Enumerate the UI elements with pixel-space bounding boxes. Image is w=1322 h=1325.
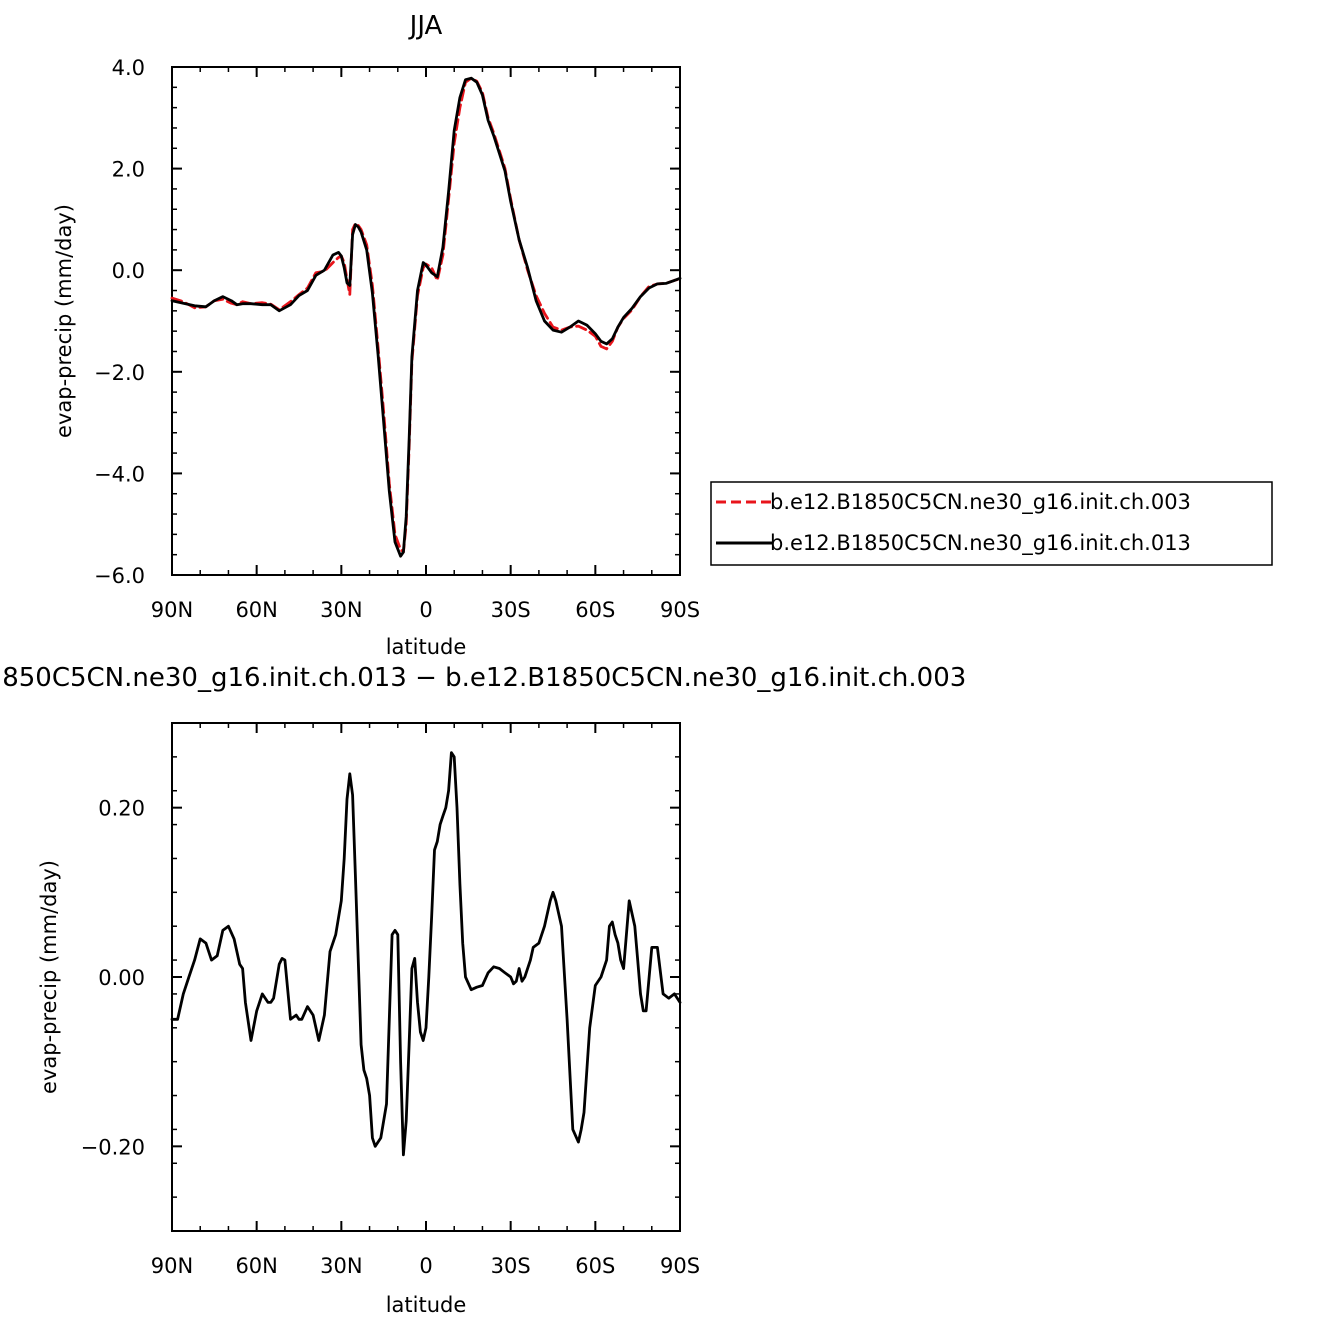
top-x-axis-label: latitude xyxy=(386,635,467,659)
top-x-tick-label: 0 xyxy=(419,598,432,622)
top-y-tick-label: −6.0 xyxy=(94,564,145,588)
top-y-tick-label: 2.0 xyxy=(112,158,145,182)
bottom-plot-frame xyxy=(171,722,681,1232)
top-series-lines xyxy=(170,76,682,558)
bottom-x-tick-label: 90N xyxy=(151,1254,193,1278)
top-y-tick-label: 0.0 xyxy=(112,259,145,283)
top-y-axis-label: evap-precip (mm/day) xyxy=(52,204,76,438)
legend-label-003: b.e12.B1850C5CN.ne30_g16.init.ch.003 xyxy=(770,490,1191,515)
bottom-y-tick-label: 0.20 xyxy=(98,797,145,821)
bottom-y-tick-label: 0.00 xyxy=(98,966,145,990)
bottom-x-tick-label: 0 xyxy=(419,1254,432,1278)
bottom-x-tick-label: 30S xyxy=(491,1254,531,1278)
top-x-tick-label: 60N xyxy=(235,598,277,622)
top-panel: JJA 4.0 2.0 0.0 −2.0 −4.0 −6.0 90N 60N 30N 0 30S 6… xyxy=(52,11,700,659)
top-panel-title: JJA xyxy=(408,11,443,41)
bottom-series-lines xyxy=(170,751,682,1157)
bottom-x-tick-label: 60S xyxy=(575,1254,615,1278)
top-plot-frame xyxy=(171,66,681,576)
bottom-x-axis-label: latitude xyxy=(386,1293,467,1317)
top-x-ticks: 90N 60N 30N 0 30S 60S 90S xyxy=(151,67,700,622)
top-series-line-1 xyxy=(170,76,682,558)
top-y-tick-label: 4.0 xyxy=(112,56,145,80)
bottom-x-ticks: 90N 60N 30N 0 30S 60S 90S xyxy=(151,723,700,1278)
top-x-tick-label: 30N xyxy=(320,598,362,622)
top-x-tick-label: 30S xyxy=(491,598,531,622)
bottom-series-line-0 xyxy=(170,751,682,1157)
top-x-tick-label: 90N xyxy=(151,598,193,622)
top-y-tick-label: −4.0 xyxy=(94,462,145,486)
legend-label-013: b.e12.B1850C5CN.ne30_g16.init.ch.013 xyxy=(770,531,1191,556)
bottom-panel-title: b.e12.B1850C5CN.ne30_g16.init.ch.013 − b… xyxy=(0,663,966,693)
bottom-panel: b.e12.B1850C5CN.ne30_g16.init.ch.013 − b… xyxy=(0,663,966,1317)
top-x-tick-label: 60S xyxy=(575,598,615,622)
legend-box xyxy=(710,481,1273,566)
bottom-y-ticks: 0.20 0.00 −0.20 xyxy=(81,722,680,1232)
bottom-x-tick-label: 90S xyxy=(660,1254,700,1278)
legend: b.e12.B1850C5CN.ne30_g16.init.ch.003 b.e… xyxy=(710,481,1273,566)
bottom-y-tick-label: −0.20 xyxy=(81,1135,145,1159)
bottom-x-tick-label: 30N xyxy=(320,1254,362,1278)
top-y-tick-label: −2.0 xyxy=(94,361,145,385)
bottom-x-tick-label: 60N xyxy=(235,1254,277,1278)
top-series-line-0 xyxy=(170,76,682,554)
top-y-ticks: 4.0 2.0 0.0 −2.0 −4.0 −6.0 xyxy=(94,56,680,588)
top-x-tick-label: 90S xyxy=(660,598,700,622)
bottom-y-axis-label: evap-precip (mm/day) xyxy=(37,860,61,1094)
